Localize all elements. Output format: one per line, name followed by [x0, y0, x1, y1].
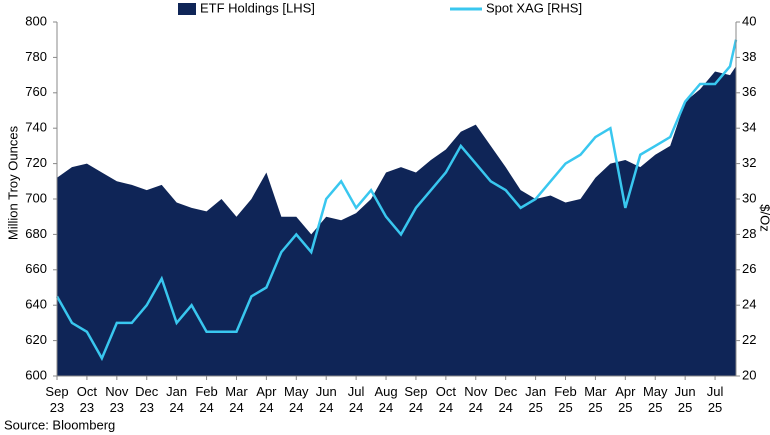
legend-label: Spot XAG [RHS] — [486, 0, 582, 15]
y2-tick-label: 24 — [742, 297, 756, 312]
x-tick-label: Sep 24 — [404, 384, 428, 415]
y2-tick-label: 36 — [742, 84, 756, 99]
y-tick-label: 740 — [25, 120, 47, 135]
legend-swatch — [178, 3, 196, 15]
y2-tick-label: 40 — [742, 13, 756, 28]
y2-tick-label: 20 — [742, 367, 756, 382]
y-tick-label: 800 — [25, 13, 47, 28]
x-tick-label: Feb 25 — [554, 384, 577, 415]
y2-tick-label: 28 — [742, 226, 756, 241]
x-tick-label: Jul 24 — [347, 384, 365, 415]
area — [57, 66, 736, 376]
line — [55, 39, 738, 362]
x-tick-label: Dec 23 — [135, 384, 159, 415]
x-tick-label: Jan 25 — [525, 384, 547, 415]
y2-tick-label: 34 — [742, 120, 756, 135]
source-note: Source: Bloomberg — [4, 417, 115, 432]
y-tick-label: 620 — [25, 332, 47, 347]
x-tick-label: Apr 25 — [615, 384, 636, 415]
y-tick-label: 760 — [25, 84, 47, 99]
x-tick-label: Jun 25 — [674, 384, 696, 415]
legend-label: ETF Holdings [LHS] — [200, 0, 315, 15]
x-tick-label: Jan 24 — [166, 384, 188, 415]
x-tick-label: Oct 24 — [435, 384, 456, 415]
y-tick-label: 600 — [25, 367, 47, 382]
y-tick-label: 700 — [25, 190, 47, 205]
x-tick-label: Nov 23 — [105, 384, 129, 415]
x-tick-label: May 25 — [642, 384, 668, 415]
y2-tick-label: 38 — [742, 49, 756, 64]
y2-tick-label: 22 — [742, 332, 756, 347]
x-tick-label: Sep 23 — [45, 384, 69, 415]
x-tick-label: Mar 25 — [584, 384, 607, 415]
y-axis-label: Million Troy Ounces — [5, 125, 20, 240]
y2-tick-label: 26 — [742, 261, 756, 276]
x-tick-label: Nov 24 — [464, 384, 488, 415]
y-tick-label: 780 — [25, 49, 47, 64]
x-tick-label: Jul 25 — [706, 384, 724, 415]
x-tick-label: Feb 24 — [195, 384, 218, 415]
y2-tick-label: 32 — [742, 155, 756, 170]
x-tick-label: Jun 24 — [315, 384, 337, 415]
y2-axis-label: $/Oz — [758, 204, 770, 231]
x-tick-label: Oct 23 — [76, 384, 98, 415]
y-tick-label: 720 — [25, 155, 47, 170]
y-tick-label: 680 — [25, 226, 47, 241]
x-tick-label: Apr 24 — [256, 384, 277, 415]
x-tick-label: Mar 24 — [225, 384, 248, 415]
x-tick-label: Dec 24 — [494, 384, 518, 415]
y2-tick-label: 30 — [742, 190, 756, 205]
x-tick-label: Aug 24 — [374, 384, 398, 415]
y-tick-label: 640 — [25, 297, 47, 312]
x-tick-label: May 24 — [284, 384, 309, 415]
y-tick-label: 660 — [25, 261, 47, 276]
